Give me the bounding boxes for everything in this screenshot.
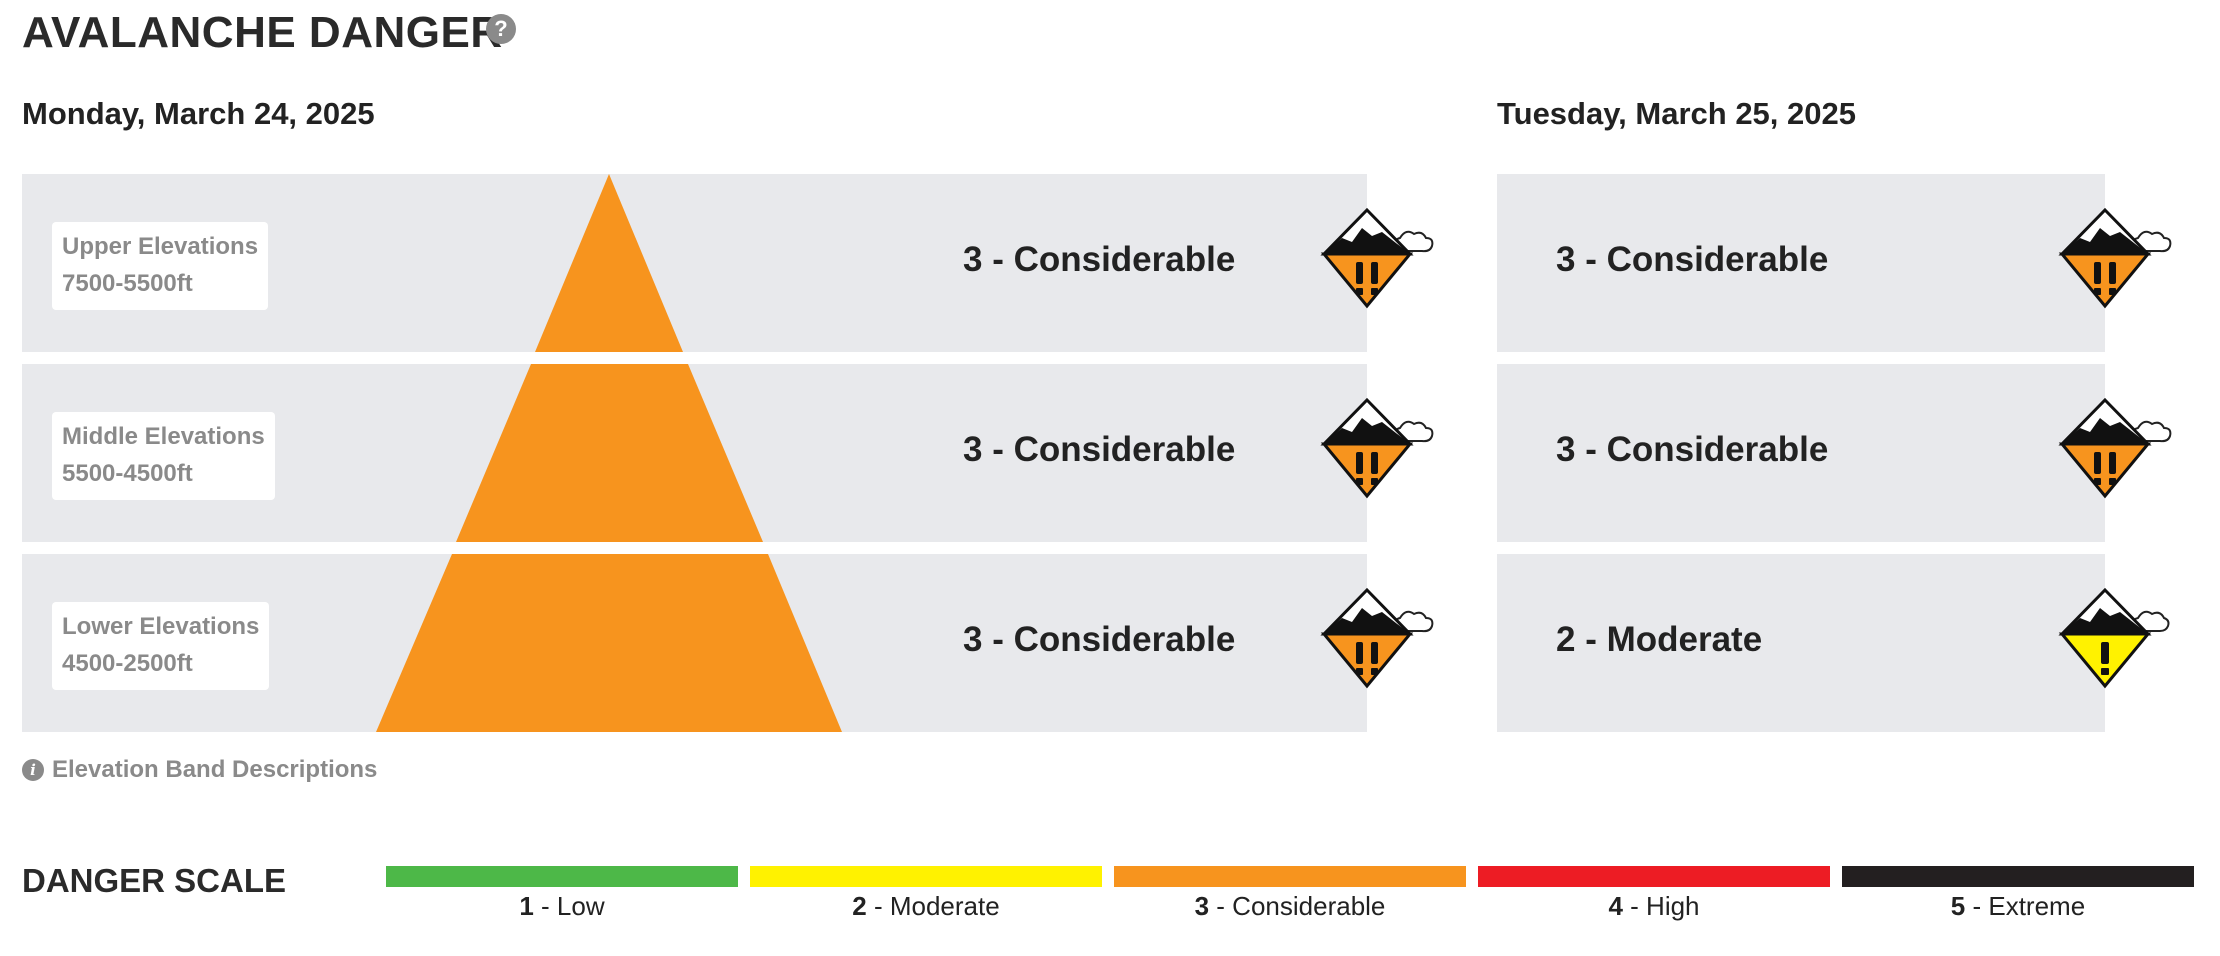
upper-elevation-range: 7500-5500ft — [62, 270, 193, 297]
danger-scale-considerable: 3 - Considerable — [1114, 866, 1466, 922]
day-2-lower-band — [1497, 554, 2105, 732]
day-2-lower-rating: 2 - Moderate — [1556, 620, 1763, 659]
danger-scale-considerable-bar — [1114, 866, 1466, 887]
danger-scale-high-bar — [1478, 866, 1830, 887]
considerable-danger-icon — [1314, 588, 1444, 698]
day-2-date: Tuesday, March 25, 2025 — [1497, 96, 1856, 131]
day-2-upper-rating: 3 - Considerable — [1556, 240, 1829, 279]
considerable-danger-icon — [2052, 208, 2182, 318]
day-1-upper-rating: 3 - Considerable — [963, 240, 1236, 279]
question-circle-icon[interactable]: ? — [486, 14, 516, 44]
moderate-danger-icon — [2052, 588, 2182, 698]
day-2-middle-band — [1497, 364, 2105, 542]
danger-scale-title: DANGER SCALE — [22, 862, 287, 899]
danger-scale-moderate-label: 2 - Moderate — [852, 891, 1000, 921]
day-2-upper-band — [1497, 174, 2105, 352]
day-1-lower-rating: 3 - Considerable — [963, 620, 1236, 659]
elevation-band-descriptions-label: Elevation Band Descriptions — [52, 756, 378, 783]
danger-scale-considerable-label: 3 - Considerable — [1194, 891, 1386, 921]
considerable-danger-icon — [1314, 208, 1444, 318]
danger-scale-low-bar — [386, 866, 738, 887]
danger-scale-low-label: 1 - Low — [519, 891, 605, 921]
upper-elevation-name: Upper Elevations — [62, 233, 259, 260]
middle-elevation-name: Middle Elevations — [62, 423, 265, 450]
considerable-danger-icon — [2052, 398, 2182, 508]
lower-elevation-range: 4500-2500ft — [62, 650, 193, 677]
danger-scale-extreme-bar — [1842, 866, 2194, 887]
danger-scale-extreme-label: 5 - Extreme — [1950, 891, 2086, 921]
danger-scale-high-label: 4 - High — [1608, 891, 1700, 921]
danger-scale-low: 1 - Low — [386, 866, 738, 922]
danger-scale-moderate: 2 - Moderate — [750, 866, 1102, 922]
day-1-middle-rating: 3 - Considerable — [963, 430, 1236, 469]
considerable-danger-icon — [1314, 398, 1444, 508]
middle-elevation-range: 5500-4500ft — [62, 460, 193, 487]
info-icon: i — [22, 759, 44, 781]
danger-scale-extreme: 5 - Extreme — [1842, 866, 2194, 922]
lower-elevation-label: Lower Elevations 4500-2500ft — [52, 602, 270, 690]
danger-scale-high: 4 - High — [1478, 866, 1830, 922]
middle-elevation-label: Middle Elevations 5500-4500ft — [52, 412, 275, 500]
page-title: AVALANCHE DANGER — [22, 8, 503, 57]
upper-elevation-label: Upper Elevations 7500-5500ft — [52, 222, 269, 310]
lower-elevation-name: Lower Elevations — [62, 613, 260, 640]
danger-scale-moderate-bar — [750, 866, 1102, 887]
day-1-date: Monday, March 24, 2025 — [22, 96, 375, 131]
elevation-band-descriptions-link[interactable]: i Elevation Band Descriptions — [22, 756, 377, 784]
day-2-middle-rating: 3 - Considerable — [1556, 430, 1829, 469]
